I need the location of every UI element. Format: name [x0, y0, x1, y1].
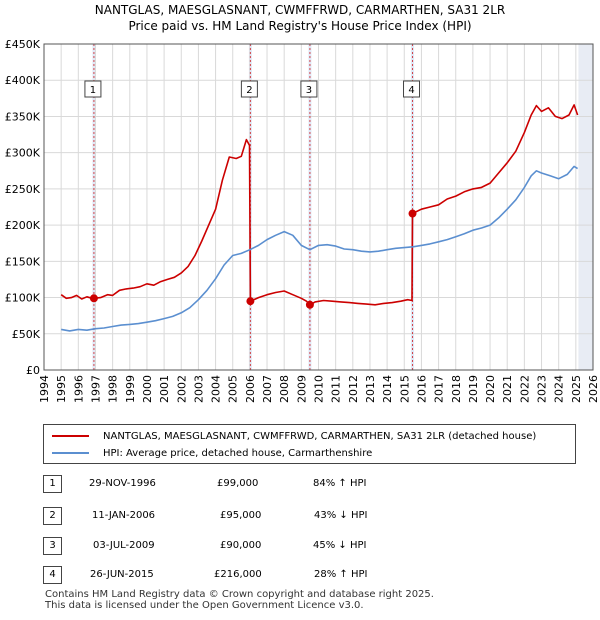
sale-point	[408, 209, 417, 218]
legend-swatch-hpi	[52, 452, 89, 454]
y-tick-label: £450K	[5, 38, 41, 51]
transaction-date: 11-JAN-2006	[92, 510, 156, 521]
property-price-line	[60, 104, 579, 306]
forecast-shade	[578, 44, 593, 370]
footer: Contains HM Land Registry data © Crown c…	[45, 589, 434, 611]
x-tick-label: 2021	[501, 375, 514, 403]
x-tick-label: 2000	[141, 375, 154, 403]
legend: NANTGLAS, MAESGLASNANT, CWMFFRWD, CARMAR…	[43, 424, 576, 464]
sale-number-box	[84, 80, 102, 98]
transaction-price: £216,000	[214, 569, 262, 580]
y-tick-label: £300K	[5, 147, 41, 160]
x-tick-label: 2008	[278, 375, 291, 403]
x-tick-label: 2013	[364, 375, 377, 403]
transaction-hpi: 84% ↑ HPI	[313, 478, 367, 489]
sale-point	[246, 297, 255, 306]
x-tick-label: 2023	[536, 375, 549, 403]
x-tick-label: 1995	[55, 375, 68, 403]
sale-point	[89, 294, 98, 303]
y-tick-label: £150K	[5, 255, 41, 268]
y-tick-label: £400K	[5, 74, 41, 87]
x-tick-label: 2026	[587, 375, 600, 403]
x-tick-label: 2003	[192, 375, 205, 403]
x-tick-label: 2009	[295, 375, 308, 403]
sale-number-label: 2	[246, 85, 252, 96]
x-tick-label: 1994	[38, 375, 51, 403]
transaction-row: 3 03-JUL-2009 £90,000 45% ↓ HPI	[0, 537, 600, 557]
x-tick-label: 2006	[244, 375, 257, 403]
x-tick-label: 2004	[210, 375, 223, 403]
footer-copyright: Contains HM Land Registry data © Crown c…	[45, 589, 434, 600]
legend-item-hpi: HPI: Average price, detached house, Carm…	[44, 446, 372, 460]
y-tick-label: £350K	[5, 110, 41, 123]
x-tick-label: 2017	[433, 375, 446, 403]
x-tick-label: 1997	[89, 375, 102, 403]
x-tick-label: 1998	[107, 375, 120, 403]
title-line-2: Price paid vs. HM Land Registry's House …	[128, 19, 472, 33]
price-chart: £0 £50K £100K £150K £200K £250K £300K £350K £400…	[5, 38, 600, 403]
x-tick-label: 2012	[347, 375, 360, 403]
transaction-marker: 1	[43, 475, 62, 493]
x-tick-label: 2025	[570, 375, 583, 403]
x-tick-label: 2005	[227, 375, 240, 403]
x-tick-label: 2011	[330, 375, 343, 403]
y-tick-label: £250K	[5, 183, 41, 196]
sale-highlight-band	[411, 44, 415, 370]
legend-item-property: NANTGLAS, MAESGLASNANT, CWMFFRWD, CARMAR…	[44, 429, 536, 443]
x-tick-label: 2001	[158, 375, 171, 403]
title-line-1: NANTGLAS, MAESGLASNANT, CWMFFRWD, CARMAR…	[94, 3, 506, 17]
transaction-date: 29-NOV-1996	[89, 478, 156, 489]
x-tick-label: 2014	[381, 375, 394, 403]
transaction-hpi: 43% ↓ HPI	[314, 510, 368, 521]
transaction-marker: 2	[43, 507, 62, 525]
transaction-marker: 3	[43, 537, 62, 555]
legend-swatch-property	[52, 435, 89, 437]
y-tick-label: £0	[26, 364, 40, 377]
transaction-row: 2 11-JAN-2006 £95,000 43% ↓ HPI	[0, 507, 600, 527]
transaction-row: 4 26-JUN-2015 £216,000 28% ↑ HPI	[0, 566, 600, 586]
sale-point	[305, 300, 314, 309]
plot-border	[43, 43, 594, 371]
transaction-row: 1 29-NOV-1996 £99,000 84% ↑ HPI	[0, 475, 600, 495]
x-tick-label: 1996	[72, 375, 85, 403]
legend-label-hpi: HPI: Average price, detached house, Carm…	[103, 447, 373, 459]
sale-number-label: 4	[408, 85, 414, 96]
transaction-date: 26-JUN-2015	[90, 569, 154, 580]
chart-title: NANTGLAS, MAESGLASNANT, CWMFFRWD, CARMAR…	[0, 2, 600, 34]
sale-highlight-band	[308, 44, 312, 370]
x-tick-label: 2016	[415, 375, 428, 403]
sale-number-box	[403, 80, 421, 98]
y-tick-label: £50K	[12, 328, 41, 341]
x-tick-label: 2024	[553, 375, 566, 403]
x-tick-label: 2007	[261, 375, 274, 403]
x-tick-label: 2002	[175, 375, 188, 403]
footer-licence: This data is licensed under the Open Gov…	[45, 600, 364, 611]
hpi-line	[61, 165, 579, 332]
x-tick-label: 2020	[484, 375, 497, 403]
y-tick-label: £200K	[5, 219, 41, 232]
transaction-hpi: 45% ↓ HPI	[313, 540, 367, 551]
transaction-price: £90,000	[220, 540, 262, 551]
x-tick-label: 2018	[450, 375, 463, 403]
sale-number-box	[240, 80, 258, 98]
x-tick-label: 2010	[313, 375, 326, 403]
transaction-hpi: 28% ↑ HPI	[314, 569, 368, 580]
x-tick-label: 1999	[124, 375, 137, 403]
x-tick-label: 2022	[518, 375, 531, 403]
sale-number-label: 3	[306, 85, 312, 96]
transaction-price: £95,000	[220, 510, 262, 521]
x-tick-label: 2019	[467, 375, 480, 403]
transaction-marker: 4	[43, 566, 62, 584]
sale-number-box	[300, 80, 318, 98]
transaction-date: 03-JUL-2009	[93, 540, 155, 551]
sale-number-label: 1	[90, 85, 96, 96]
sale-highlight-band	[92, 44, 96, 370]
legend-label-property: NANTGLAS, MAESGLASNANT, CWMFFRWD, CARMAR…	[103, 430, 537, 442]
y-tick-label: £100K	[5, 292, 41, 305]
transaction-price: £99,000	[217, 478, 259, 489]
x-tick-label: 2015	[398, 375, 411, 403]
